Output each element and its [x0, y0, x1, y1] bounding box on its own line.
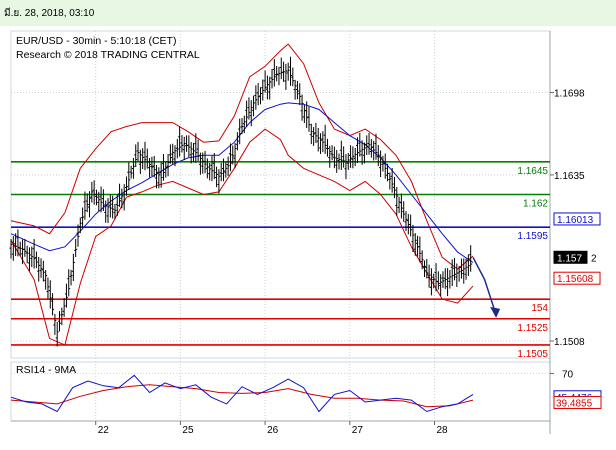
pivot-level-label-2: 1.1595	[517, 231, 548, 242]
forecast-arrow-line	[472, 256, 497, 316]
resistance-level-label-1: 1.162	[523, 199, 548, 210]
price-value-badge-label-1: 1.157	[557, 253, 582, 264]
time-tick-label-3: 27	[352, 425, 364, 436]
support-level-label-3: 154	[531, 303, 548, 314]
rsi-ma9-line	[10, 384, 474, 408]
rsi-layer	[10, 374, 474, 413]
price-value-badge-2	[553, 271, 601, 285]
bollinger-upper-line	[10, 43, 474, 270]
time-tick-label-1: 25	[182, 425, 194, 436]
rsi-title: RSI14 - 9MA	[16, 364, 76, 376]
price-bars-layer	[9, 56, 473, 347]
price-tick-label-0: 1.1698	[554, 88, 585, 99]
time-tick-label-0: 22	[98, 425, 110, 436]
timestamp-bar: มี.ย. 28, 2018, 03:10	[0, 0, 616, 26]
grid-layer	[11, 31, 550, 421]
price-tick-label-1: 1.1635	[554, 171, 585, 182]
badge-suffix: 2	[591, 253, 597, 264]
time-tick-label-4: 28	[437, 425, 449, 436]
axis-layer: 1.1698 1.1635 1.1508 70 22 25 26 27 28	[95, 88, 585, 436]
indicators-layer	[10, 43, 501, 346]
price-value-badge-0	[553, 212, 601, 226]
timestamp-label: มี.ย. 28, 2018, 03:10	[4, 8, 95, 19]
price-value-badge-label-0: 1.16013	[557, 215, 594, 226]
moving-average-line	[10, 102, 474, 263]
rsi-tick-label-0: 70	[562, 369, 574, 380]
resistance-level-label-0: 1.1645	[517, 166, 548, 177]
rsi-line	[10, 374, 474, 413]
chart-subtitle: Research © 2018 TRADING CENTRAL	[16, 49, 200, 61]
bollinger-lower-line	[10, 128, 474, 346]
support-level-label-4: 1.1525	[517, 323, 548, 334]
rsi-value-badge-label-1: 39.4855	[556, 398, 593, 409]
time-tick-label-2: 26	[267, 425, 279, 436]
rsi-value-badge-1	[553, 395, 602, 409]
forecast-arrow-head	[490, 306, 501, 318]
rsi-panel-frame	[10, 361, 551, 422]
price-value-badge-label-2: 1.15608	[557, 274, 594, 285]
support-level-label-5: 1.1505	[517, 349, 548, 360]
price-value-badge-1	[553, 250, 588, 264]
price-tick-label-2: 1.1508	[554, 337, 585, 348]
chart-title: EUR/USD - 30min - 5:10:18 (CET)	[16, 35, 176, 47]
